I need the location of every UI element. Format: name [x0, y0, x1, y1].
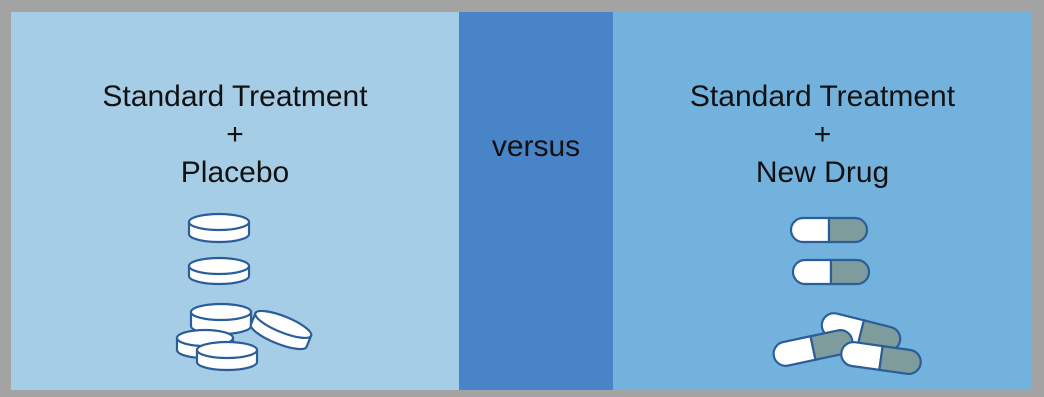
placebo-arm-label: Standard Treatment + Placebo: [11, 78, 459, 192]
pill-top: [187, 212, 251, 244]
capsule-middle: [791, 258, 871, 286]
placebo-arm-line1: Standard Treatment: [102, 80, 368, 113]
pill-middle: [187, 256, 251, 286]
placebo-arm-panel: Standard Treatment + Placebo: [11, 12, 459, 390]
versus-label: versus: [491, 130, 581, 163]
versus-panel: versus: [459, 12, 613, 390]
new-drug-arm-line3: New Drug: [755, 156, 890, 189]
capsule-top: [789, 216, 869, 244]
capsule-pile-right: [840, 341, 922, 375]
pill-pile-center: [195, 340, 259, 372]
pill-pile-tilted: [249, 309, 313, 351]
new-drug-arm-panel: Standard Treatment + New Drug: [613, 12, 1032, 390]
placebo-arm-plus: +: [226, 118, 244, 151]
new-drug-arm-plus: +: [813, 118, 832, 151]
new-drug-arm-label: Standard Treatment + New Drug: [613, 78, 1032, 192]
capsules-icon: [772, 216, 922, 375]
pills-icon: [175, 212, 313, 372]
new-drug-arm-line1: Standard Treatment: [689, 80, 956, 113]
placebo-arm-line3: Placebo: [180, 156, 290, 189]
